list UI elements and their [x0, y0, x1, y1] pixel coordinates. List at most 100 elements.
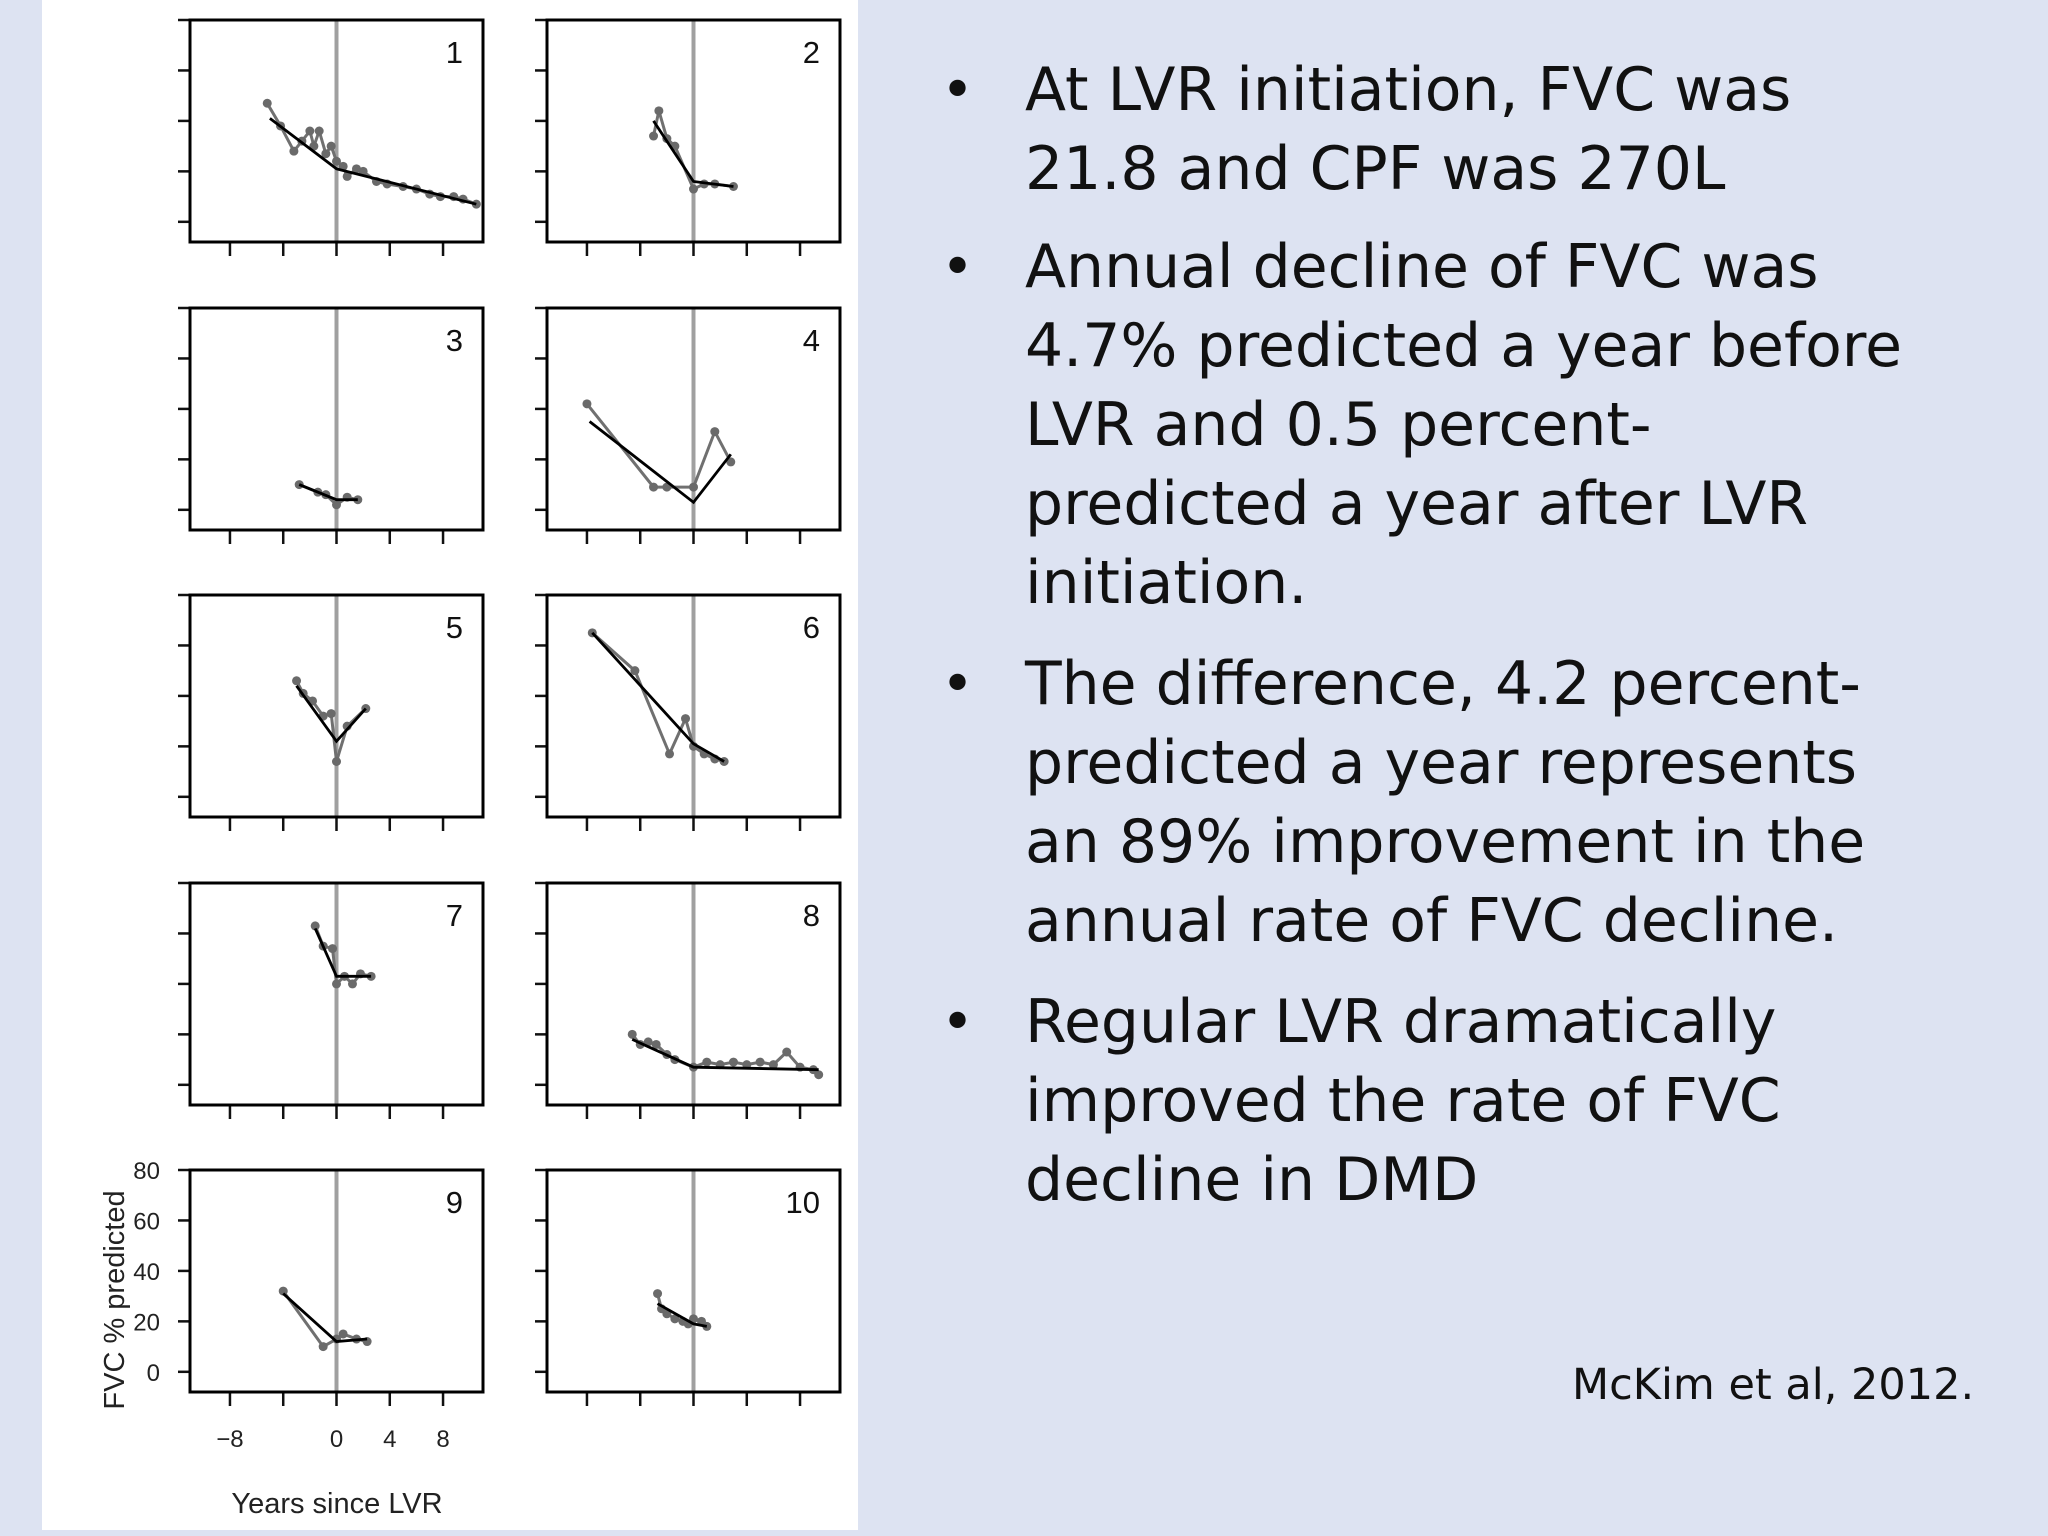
data-point — [310, 921, 320, 931]
y-tick-label: 60 — [133, 1208, 160, 1235]
data-point — [366, 971, 376, 981]
data-point — [627, 1029, 637, 1039]
data-point — [702, 1321, 712, 1331]
y-axis-label: FVC % predicted — [99, 1190, 131, 1409]
data-point — [305, 126, 315, 136]
fitted-trend-line — [269, 117, 477, 206]
panel-8: 8 — [535, 881, 842, 1119]
data-point — [318, 1342, 328, 1352]
bullet-marker: • — [941, 652, 975, 717]
data-point — [814, 1070, 824, 1080]
panel-frame — [188, 1168, 485, 1394]
fitted-trend-line — [656, 1302, 708, 1328]
panel-frame — [545, 593, 842, 819]
data-point — [728, 1057, 738, 1067]
data-point — [262, 98, 272, 108]
data-point — [314, 126, 324, 136]
data-point — [782, 1047, 792, 1057]
panel-label: 10 — [786, 1185, 820, 1220]
data-point — [342, 171, 352, 181]
x-tick-label: −8 — [216, 1426, 243, 1453]
data-point — [768, 1060, 778, 1070]
data-point — [651, 1039, 661, 1049]
observed-series-line — [585, 402, 733, 489]
data-point — [630, 666, 640, 676]
panel-label: 6 — [803, 610, 820, 645]
x-tick-label: 0 — [330, 1426, 343, 1453]
data-point — [338, 1329, 348, 1339]
data-point — [328, 944, 338, 954]
bullet-text: Annual decline of FVC was 4.7% predicted… — [1025, 232, 1903, 618]
observed-series-line — [265, 102, 477, 206]
data-point — [353, 495, 363, 505]
data-point — [653, 1289, 663, 1299]
panel-label: 2 — [803, 35, 820, 70]
data-point — [670, 1314, 680, 1324]
data-point — [689, 482, 698, 492]
data-point — [582, 399, 592, 409]
y-tick-label: 0 — [147, 1360, 160, 1387]
citation: McKim et al, 2012. — [1572, 1360, 1975, 1410]
data-point — [471, 199, 481, 209]
fitted-trend-line — [298, 483, 358, 502]
panel-label: 3 — [446, 323, 463, 358]
data-point — [654, 106, 664, 116]
panel-frame — [188, 306, 485, 532]
data-point — [321, 149, 331, 159]
data-point — [326, 141, 336, 151]
fitted-trend-line — [588, 420, 732, 505]
panel-2: 2 — [535, 18, 842, 256]
data-point — [681, 714, 691, 724]
data-point — [292, 676, 302, 686]
panel-9: 9 0 20 40 60 80 −8 0 4 8 — [133, 1158, 485, 1453]
data-point — [278, 1286, 288, 1296]
data-point — [649, 131, 659, 141]
y-tick-label: 20 — [133, 1309, 160, 1336]
panel-3: 3 — [178, 306, 485, 544]
fvc-small-multiples-chart: FVC % predicted Years since LVR 1 2 3 4 5 6 7 8… — [99, 18, 842, 1520]
data-point — [332, 500, 341, 510]
data-point — [326, 709, 336, 719]
data-point — [332, 156, 341, 166]
bullet-text: The difference, 4.2 percent-predicted a … — [1025, 649, 1866, 956]
data-point — [726, 457, 736, 467]
panel-4: 4 — [535, 306, 842, 544]
panel-label: 9 — [446, 1185, 463, 1220]
panel-5: 5 — [178, 593, 485, 831]
bullet-item: • Regular LVR dramatically improved the … — [941, 983, 1905, 1220]
panel-label: 4 — [803, 323, 820, 358]
data-point — [702, 1057, 712, 1067]
x-axis-label: Years since LVR — [231, 1488, 442, 1520]
panel-frame — [188, 881, 485, 1107]
panel-label: 7 — [446, 898, 463, 933]
bullet-marker: • — [941, 235, 975, 300]
y-axis-label-group: FVC % predicted — [99, 1190, 131, 1409]
panel-frame — [188, 18, 485, 244]
x-tick-label: 4 — [383, 1426, 396, 1453]
panel-frame — [545, 1168, 842, 1394]
fitted-trend-line — [313, 927, 372, 978]
data-point — [332, 757, 341, 766]
panel-1: 1 — [178, 18, 485, 256]
bullet-text: Regular LVR dramatically improved the ra… — [1025, 987, 1781, 1215]
y-tick-label: 40 — [133, 1259, 160, 1286]
fitted-trend-line — [282, 1292, 368, 1343]
bullet-item: • The difference, 4.2 percent-predicted … — [941, 645, 1905, 961]
data-point — [689, 184, 698, 194]
bullet-marker: • — [941, 58, 975, 123]
panel-7: 7 — [178, 881, 485, 1119]
y-tick-label: 80 — [133, 1158, 160, 1185]
fitted-trend-line — [631, 1038, 819, 1072]
panel-frame — [545, 881, 842, 1107]
figure-panel: FVC % predicted Years since LVR 1 2 3 4 5 6 7 8… — [42, 0, 858, 1530]
bullet-marker: • — [941, 990, 975, 1055]
fitted-trend-line — [295, 684, 367, 744]
bullet-text: At LVR initiation, FVC was 21.8 and CPF … — [1025, 55, 1792, 204]
data-point — [332, 979, 341, 989]
x-tick-label: 8 — [436, 1426, 449, 1453]
fitted-trend-line — [591, 631, 725, 763]
observed-series-line — [591, 631, 725, 763]
data-point — [755, 1057, 765, 1067]
bullet-item: • Annual decline of FVC was 4.7% predict… — [941, 228, 1905, 623]
panel-label: 8 — [803, 898, 820, 933]
